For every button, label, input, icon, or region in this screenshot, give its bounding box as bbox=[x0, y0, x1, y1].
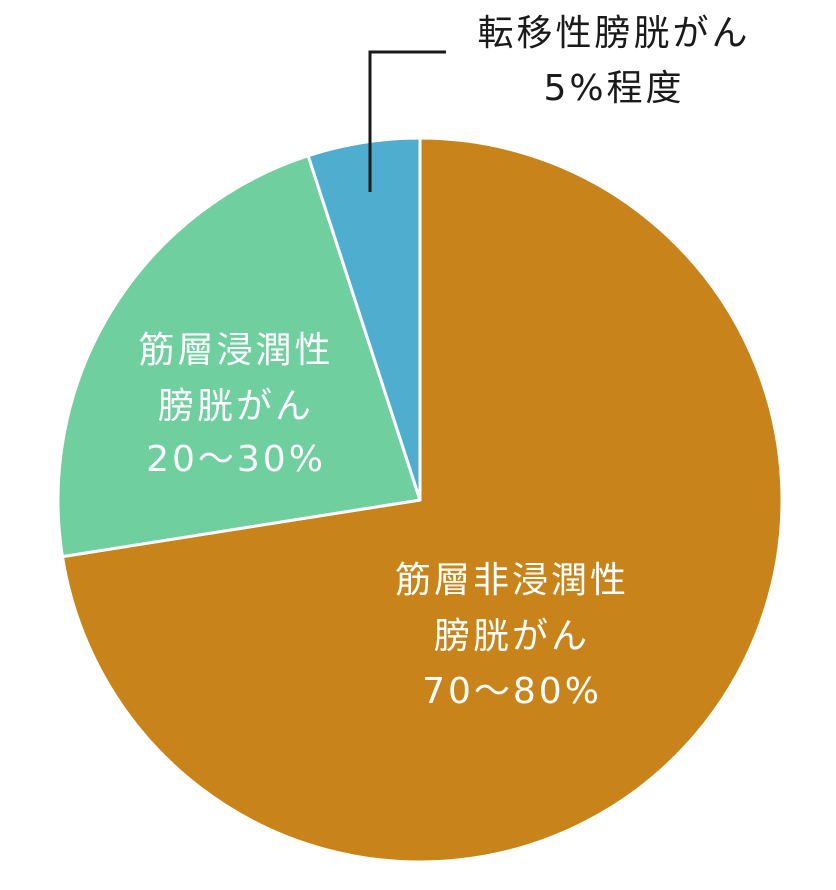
pie-slice-muscle-invasive bbox=[56, 154, 422, 559]
slice-percent-label: 20〜30% bbox=[146, 439, 326, 480]
slice-label-line: 筋層非浸潤性 bbox=[395, 560, 629, 601]
slice-percent-label: 70〜80% bbox=[422, 671, 602, 712]
slice-label-line: 転移性膀胱がん bbox=[477, 13, 750, 54]
pie-slices bbox=[56, 136, 784, 864]
label-non-muscle-invasive: 筋層非浸潤性 膀胱がん 70〜80% bbox=[395, 560, 629, 712]
slice-label-line: 膀胱がん bbox=[158, 386, 314, 427]
slice-label-line: 膀胱がん bbox=[434, 616, 590, 657]
pie-slice-non-muscle-invasive bbox=[60, 136, 784, 864]
pie-slice-metastatic bbox=[306, 136, 422, 502]
label-metastatic: 転移性膀胱がん 5%程度 bbox=[477, 13, 750, 109]
leader-line bbox=[368, 50, 446, 192]
slice-label-line: 筋層浸潤性 bbox=[138, 330, 333, 371]
slice-percent-label: 5%程度 bbox=[543, 68, 684, 109]
label-muscle-invasive: 筋層浸潤性 膀胱がん 20〜30% bbox=[138, 330, 333, 480]
